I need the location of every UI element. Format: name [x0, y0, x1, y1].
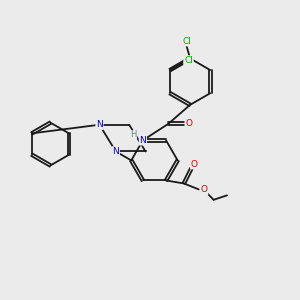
Text: N: N [96, 120, 103, 129]
Text: N: N [140, 136, 146, 145]
Text: Cl: Cl [184, 56, 193, 65]
Text: O: O [201, 185, 208, 194]
Text: H: H [130, 130, 136, 140]
Text: N: N [112, 147, 119, 156]
Text: Cl: Cl [182, 37, 191, 46]
Text: O: O [185, 119, 192, 128]
Text: O: O [191, 160, 198, 169]
